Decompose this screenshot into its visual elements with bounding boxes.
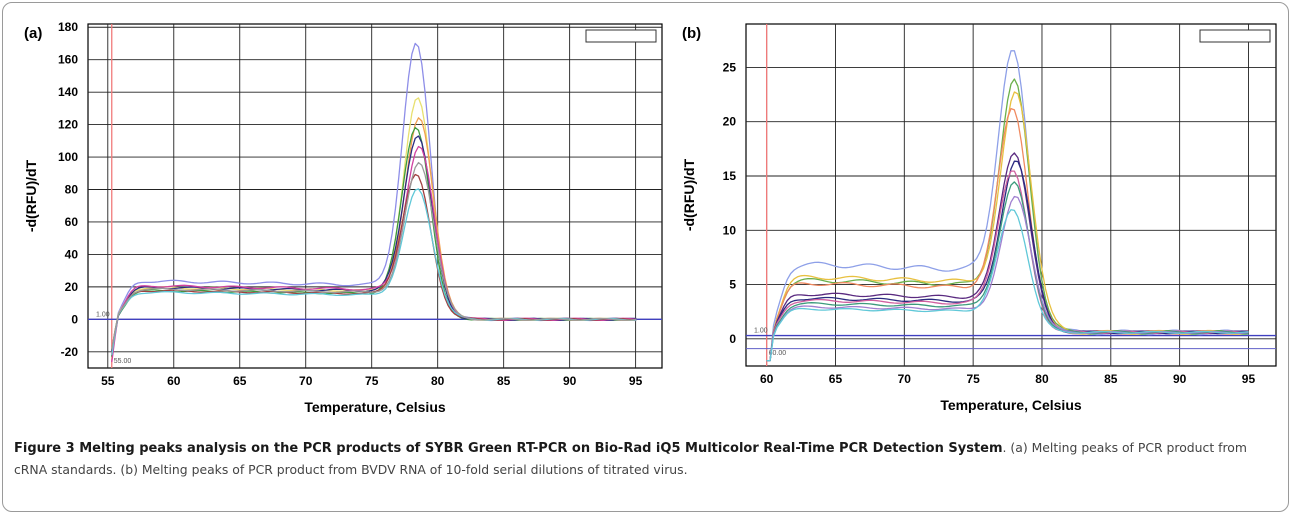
x-tick-label: 60 [760,372,774,386]
y-tick-label: 0 [71,312,78,326]
caption-heading: Figure 3 Melting peaks analysis on the P… [14,441,1003,456]
series-line [766,195,1249,362]
y-tick-label: -20 [61,345,79,359]
x-tick-label: 65 [233,374,247,388]
plot-area [87,23,663,369]
figure-caption: Figure 3 Melting peaks analysis on the P… [14,437,1280,480]
x-axis-label: Temperature, Celsius [304,399,446,415]
x-tick-label: 80 [1035,372,1049,386]
y-axis-label: -d(RFU)/dT [23,159,39,232]
y-tick-label: 120 [58,118,78,132]
y-tick-label: 20 [65,280,79,294]
y-tick-label: 10 [723,223,737,237]
legend-box [1199,29,1271,43]
x-tick-label: 90 [563,374,577,388]
y-axis-label: -d(RFU)/dT [681,158,697,231]
x-tick-label: 65 [829,372,843,386]
legend-box [585,29,657,43]
panel-b: 60 65 70 75 80 85 90 95 0 5 10 15 20 25 Temperature, C… [681,23,1277,413]
y-tick-label: 60 [65,215,79,229]
panel-a: 55 60 65 70 75 80 85 90 95 -20 0 20 40 60 80 100 120 140 1… [23,20,663,415]
y-tick-label: 80 [65,183,79,197]
start-label: 60.00 [769,350,787,357]
y-tick-label: 15 [723,169,737,183]
x-tick-label: 70 [299,374,313,388]
y-tick-label: 180 [58,20,78,34]
x-tick-label: 85 [1104,372,1118,386]
y-tick-label: 40 [65,247,79,261]
x-tick-label: 90 [1173,372,1187,386]
series-line [111,188,637,356]
x-tick-label: 80 [431,374,445,388]
threshold-label: 1.00 [754,328,768,335]
y-tick-label: 20 [723,115,737,129]
x-tick-label: 60 [167,374,181,388]
x-tick-label: 55 [101,374,115,388]
x-axis-label: Temperature, Celsius [940,397,1082,413]
panel-label: (b) [682,25,701,42]
start-label: 55.00 [114,358,132,365]
plot-area [745,23,1277,367]
series-line [766,209,1249,362]
x-tick-label: 95 [1242,372,1256,386]
panel-label: (a) [24,25,42,42]
x-tick-label: 75 [365,374,379,388]
y-tick-label: 5 [729,278,736,292]
caption-text: . (a) Melting peaks of PCR product from … [14,440,1247,477]
y-tick-label: 0 [729,332,736,346]
y-tick-label: 100 [58,150,78,164]
x-tick-label: 95 [629,374,643,388]
x-tick-label: 70 [898,372,912,386]
series-line [111,161,637,350]
y-tick-label: 140 [58,85,78,99]
x-tick-label: 85 [497,374,511,388]
y-tick-label: 25 [723,60,737,74]
series-line [766,152,1249,362]
threshold-label: 1.00 [96,311,110,318]
y-tick-label: 160 [58,53,78,67]
x-tick-label: 75 [966,372,980,386]
